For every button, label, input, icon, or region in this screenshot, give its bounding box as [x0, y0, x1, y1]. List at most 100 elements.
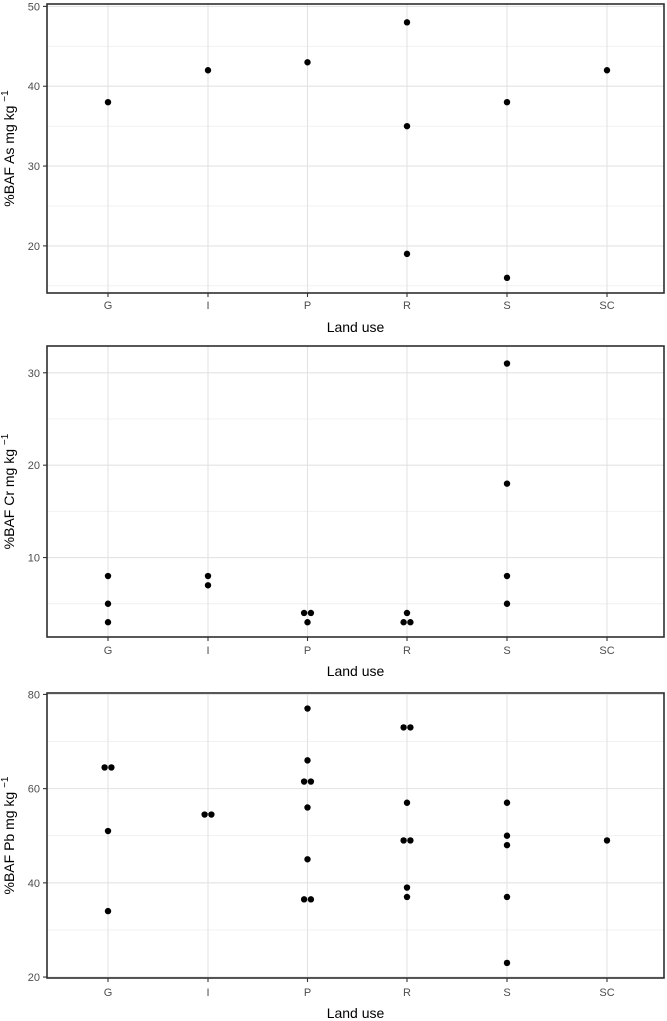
data-point	[503, 98, 511, 106]
data-point	[300, 896, 308, 903]
data-point	[101, 764, 108, 771]
y-tick-label: 80	[28, 689, 40, 701]
data-point	[104, 572, 112, 580]
data-point	[304, 856, 311, 863]
y-gridlines-major	[47, 693, 664, 978]
data-point	[104, 827, 112, 835]
panel-background	[47, 4, 664, 293]
x-axis-ticks: G I P R S SC	[104, 978, 615, 999]
data-point	[204, 582, 212, 589]
y-gridlines-minor	[47, 418, 664, 605]
x-tick-label: SC	[599, 987, 614, 999]
panel-border	[46, 3, 665, 294]
data-point	[300, 609, 308, 617]
y-gridlines-major	[47, 372, 664, 559]
data-point	[503, 480, 511, 487]
x-axis-title: Land use	[327, 319, 385, 335]
y-axis-ticks: 10 20 30	[28, 368, 47, 565]
data-point	[204, 572, 212, 580]
panel-border	[46, 345, 665, 638]
data-point	[304, 619, 311, 626]
x-tick-label: R	[403, 987, 411, 999]
y-tick-label: 20	[28, 972, 40, 984]
data-point	[403, 122, 411, 130]
y-axis-title: %BAF Cr mg kg −1	[0, 433, 17, 549]
data-point	[307, 609, 315, 617]
y-tick-label: 30	[28, 161, 40, 173]
y-tick-label: 20	[28, 460, 40, 472]
data-point	[503, 832, 511, 839]
points	[101, 705, 611, 967]
data-point	[104, 98, 112, 106]
x-tick-label: I	[206, 987, 209, 999]
data-point	[400, 837, 407, 844]
data-point	[204, 67, 212, 74]
data-point	[603, 67, 611, 74]
x-tick-label: G	[104, 987, 113, 999]
data-point	[503, 893, 511, 901]
data-point	[407, 619, 414, 626]
y-axis-title: %BAF As mg kg −1	[0, 90, 17, 207]
data-point	[304, 59, 311, 66]
chart-baf-pb: 20 40 60 80 G I P R S SC Land use %BAF Pb mg kg −1	[0, 689, 665, 1021]
x-tick-label: SC	[599, 645, 614, 657]
x-tick-label: P	[304, 300, 311, 312]
chart-baf-as: 20 30 40 50 G I P R S SC Land use %BAF As mg kg −1	[0, 1, 665, 335]
x-axis-ticks: G I P R S SC	[104, 637, 615, 657]
y-gridlines-major	[47, 5, 664, 247]
data-point	[503, 274, 511, 282]
data-point	[403, 884, 411, 891]
y-gridlines-minor	[47, 45, 664, 287]
y-tick-label: 50	[28, 1, 40, 13]
x-tick-label: R	[403, 645, 411, 657]
data-point	[400, 619, 407, 626]
data-point	[307, 778, 315, 785]
y-tick-label: 40	[28, 81, 40, 93]
x-tick-label: SC	[599, 300, 614, 312]
data-point	[104, 619, 112, 626]
x-axis-title: Land use	[327, 1005, 385, 1021]
x-tick-label: I	[206, 300, 209, 312]
y-gridlines-minor	[47, 741, 664, 931]
points	[104, 360, 511, 626]
data-point	[603, 837, 611, 844]
y-axis-ticks: 20 40 60 80	[28, 689, 47, 984]
y-tick-label: 20	[28, 241, 40, 253]
data-point	[208, 811, 215, 818]
x-tick-label: S	[503, 987, 510, 999]
data-point	[400, 724, 407, 731]
x-tick-label: G	[104, 300, 113, 312]
y-tick-label: 40	[28, 878, 40, 890]
x-gridlines	[107, 4, 608, 293]
data-point	[503, 841, 511, 849]
data-point	[407, 837, 414, 844]
x-tick-label: S	[503, 645, 510, 657]
y-tick-label: 30	[28, 368, 40, 380]
data-point	[403, 609, 411, 617]
x-axis-ticks: G I P R S SC	[104, 293, 615, 312]
data-point	[304, 804, 311, 811]
data-point	[403, 893, 411, 901]
data-point	[503, 959, 511, 967]
data-point	[104, 600, 112, 607]
x-gridlines	[107, 346, 608, 637]
y-tick-label: 10	[28, 553, 40, 565]
x-tick-label: I	[206, 645, 209, 657]
y-axis-ticks: 20 30 40 50	[28, 1, 47, 253]
x-tick-label: S	[503, 300, 510, 312]
panel-background	[47, 346, 664, 637]
data-point	[201, 811, 208, 818]
data-point	[304, 757, 311, 764]
data-point	[503, 360, 511, 367]
y-axis-title: %BAF Pb mg kg −1	[0, 776, 17, 894]
data-point	[407, 724, 414, 731]
x-tick-label: P	[304, 987, 311, 999]
x-tick-label: R	[403, 300, 411, 312]
points	[104, 19, 611, 282]
data-point	[503, 572, 511, 580]
x-tick-label: G	[104, 645, 113, 657]
x-tick-label: P	[304, 645, 311, 657]
panel-border	[46, 692, 665, 979]
data-point	[503, 799, 511, 806]
